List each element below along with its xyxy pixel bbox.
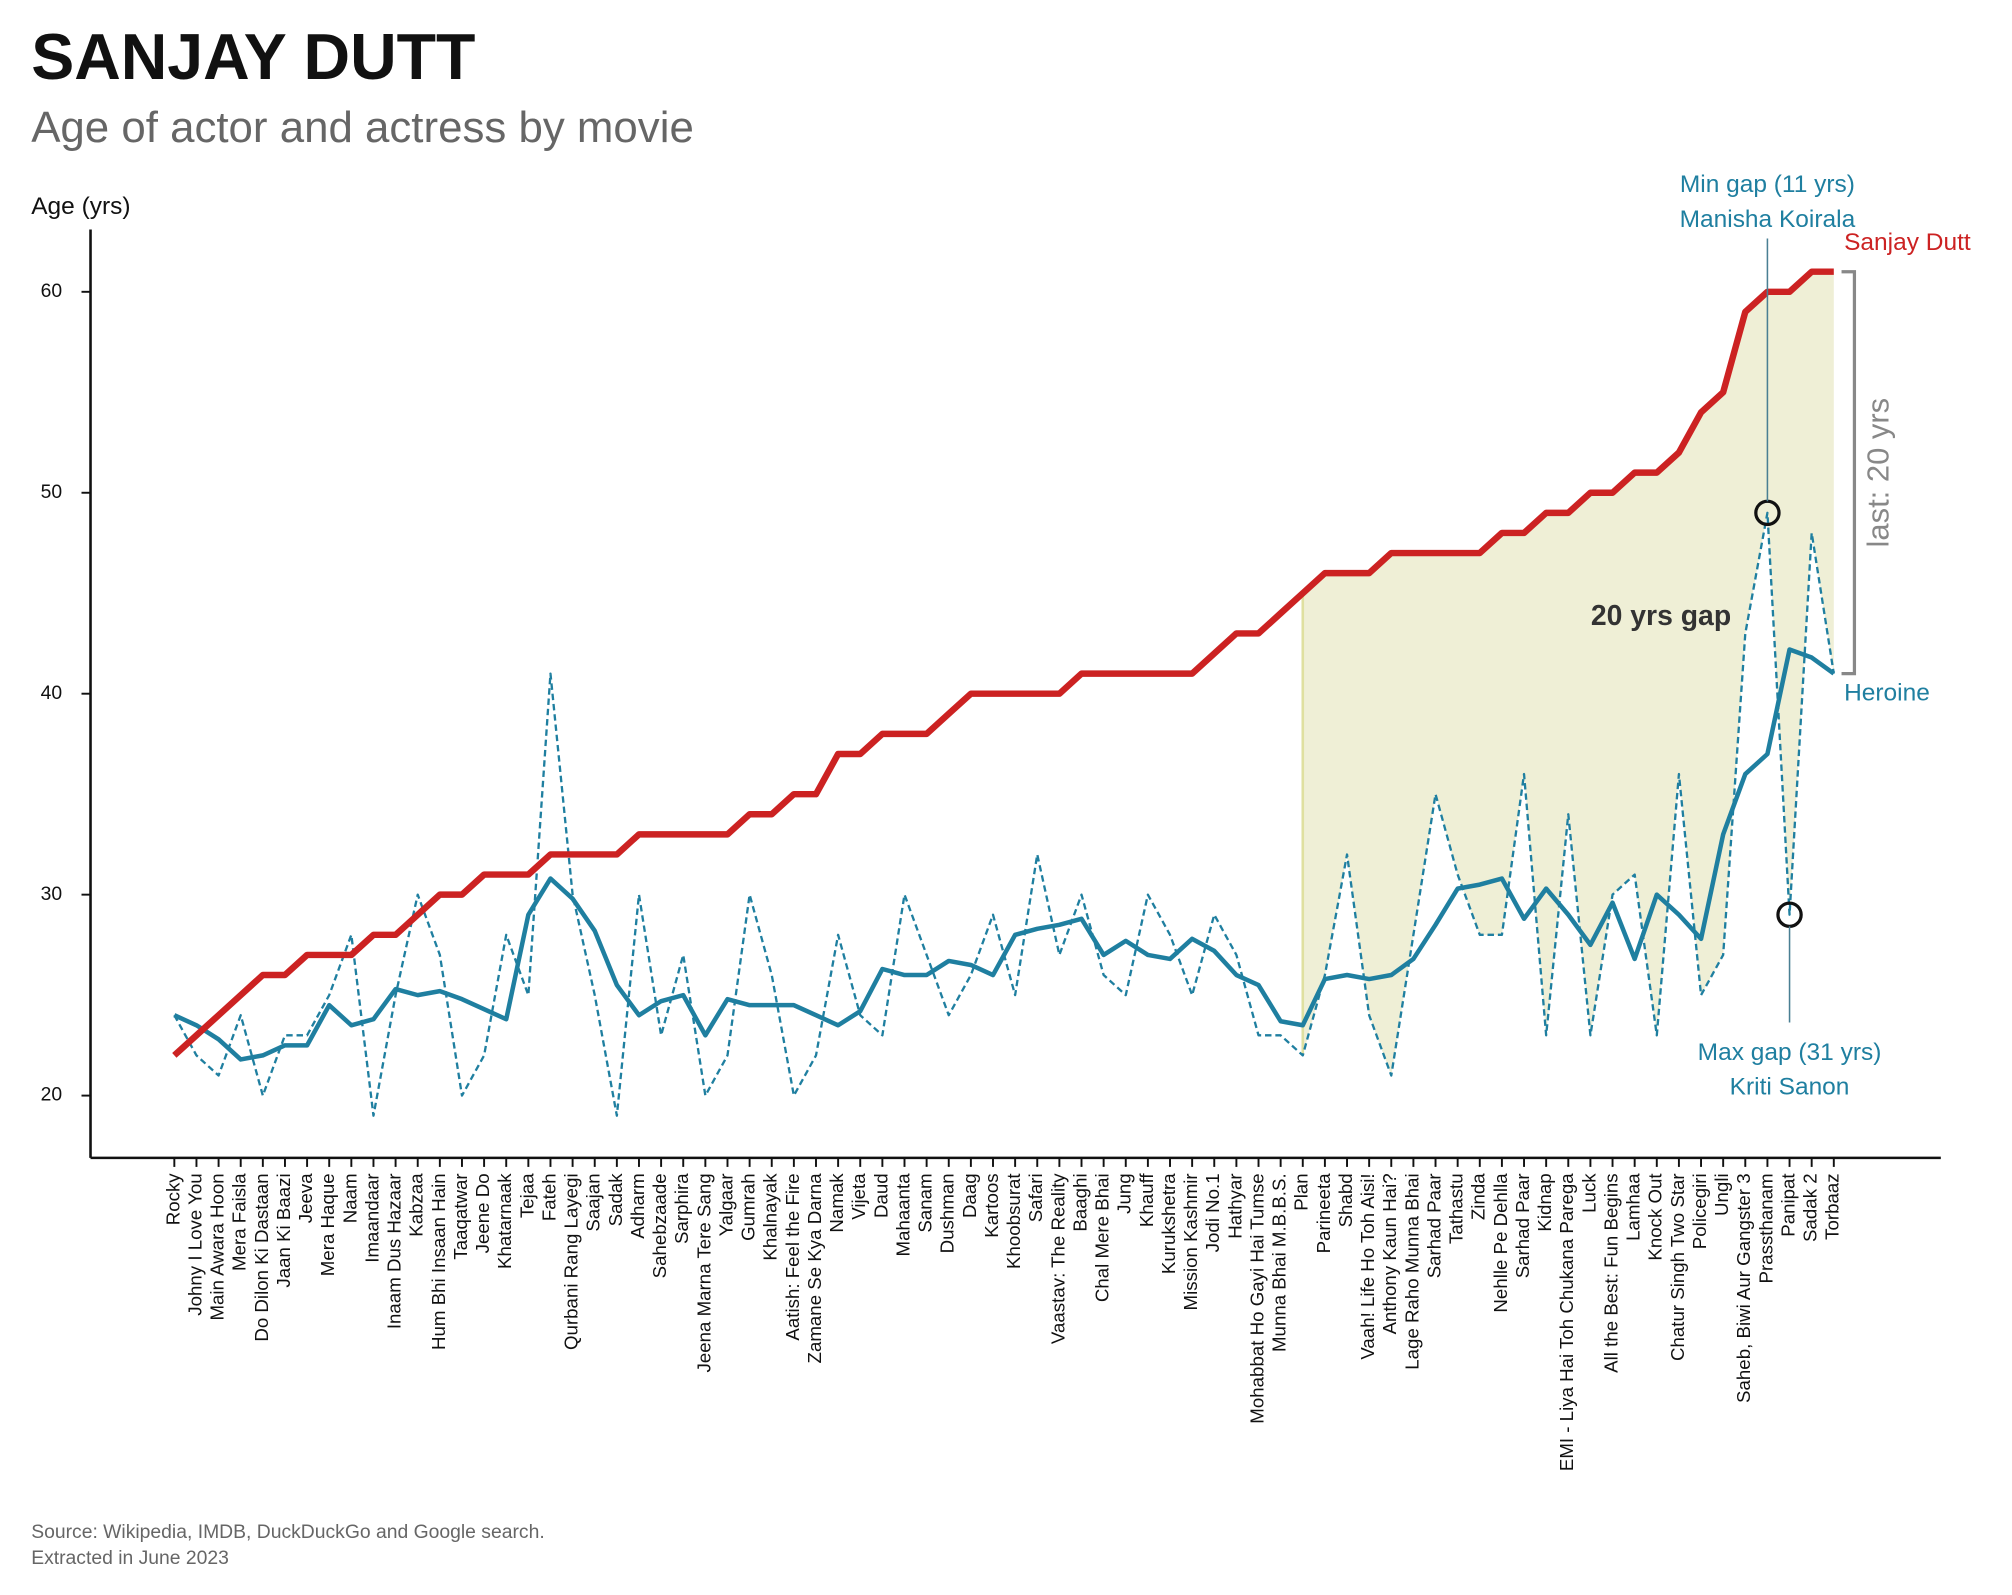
x-tick-label: Sarphira bbox=[671, 1173, 692, 1244]
x-tick-label: Adharm bbox=[627, 1173, 648, 1238]
x-tick-label: Sadak 2 bbox=[1800, 1173, 1821, 1242]
x-tick-label: Mera Haque bbox=[317, 1173, 338, 1276]
x-tick-label: Lage Raho Munna Bhai bbox=[1401, 1173, 1422, 1369]
x-tick-label: Zinda bbox=[1468, 1173, 1489, 1220]
y-tick-label: 20 bbox=[41, 1084, 63, 1106]
x-tick-label: Zamane Se Kya Darna bbox=[804, 1173, 825, 1364]
x-tick-label: Daud bbox=[870, 1173, 891, 1218]
actress-label: Heroine bbox=[1844, 680, 1930, 707]
x-tick-label: Namak bbox=[826, 1173, 847, 1233]
x-tick-label: Nehlle Pe Dehlla bbox=[1490, 1173, 1511, 1313]
x-tick-label: Ungli bbox=[1711, 1173, 1732, 1216]
x-tick-label: Mission Kashmir bbox=[1180, 1173, 1201, 1310]
x-tick-label: Luck bbox=[1578, 1173, 1599, 1213]
x-tick-label: Sanam bbox=[915, 1173, 936, 1232]
actress-rolling-line bbox=[173, 647, 1836, 1062]
source: Extracted in June 2023 bbox=[31, 1547, 229, 1569]
x-tick-label: Do Dilon Ki Dastaan bbox=[251, 1173, 272, 1341]
x-tick-label: Saheb, Biwi Aur Gangster 3 bbox=[1733, 1173, 1754, 1403]
x-tick-label: Fateh bbox=[538, 1173, 559, 1221]
x-tick-label: Hathyar bbox=[1224, 1173, 1245, 1238]
x-tick-label: Khoobsurat bbox=[1003, 1173, 1024, 1269]
x-tick-label: Shabd bbox=[1335, 1173, 1356, 1227]
chart-subtitle: Age of actor and actress by movie bbox=[31, 103, 694, 152]
x-tick-label: Vaastav: The Reality bbox=[1047, 1173, 1068, 1344]
source: Source: Wikipedia, IMDB, DuckDuckGo and … bbox=[31, 1521, 545, 1543]
x-tick-label: Safari bbox=[1025, 1173, 1046, 1222]
x-tick-label: Munna Bhai M.B.B.S. bbox=[1269, 1173, 1290, 1352]
x-tick-label: Taaqatwar bbox=[450, 1173, 471, 1259]
annotation-text: Min gap (11 yrs) bbox=[1680, 171, 1855, 198]
x-tick-label: Aatish: Feel the Fire bbox=[782, 1173, 803, 1340]
x-tick-label: Yalgaar bbox=[715, 1173, 736, 1236]
x-tick-label: Tejaa bbox=[516, 1173, 537, 1218]
x-tick-label: Gumrah bbox=[738, 1173, 759, 1241]
x-tick-label: Chatur Singh Two Star bbox=[1667, 1173, 1688, 1361]
annotation-text: Max gap (31 yrs) bbox=[1698, 1039, 1882, 1066]
x-tick-label: Qurbani Rang Layegi bbox=[561, 1173, 582, 1350]
x-tick-label: Kartoos bbox=[981, 1173, 1002, 1237]
x-tick-label: Policegiri bbox=[1689, 1173, 1710, 1249]
x-tick-label: Khalnayak bbox=[760, 1173, 781, 1261]
x-tick-label: Sadak bbox=[605, 1173, 626, 1227]
x-tick-label: Kabzaa bbox=[406, 1173, 427, 1237]
chart-title: SANJAY DUTT bbox=[31, 21, 475, 93]
x-tick-label: Tathastu bbox=[1446, 1173, 1467, 1244]
x-tick-label: Panipat bbox=[1777, 1173, 1798, 1237]
x-tick-label: Rocky bbox=[162, 1173, 183, 1226]
x-tick-label: Baaghi bbox=[1069, 1173, 1090, 1231]
last-gap-bracket bbox=[1841, 270, 1857, 676]
x-tick-label: Imaandaar bbox=[361, 1173, 382, 1262]
gap-label: 20 yrs gap bbox=[1591, 600, 1731, 632]
y-tick-label: 60 bbox=[41, 280, 63, 302]
x-tick-label: EMI - Liya Hai Toh Chukana Parega bbox=[1556, 1173, 1577, 1471]
x-tick-label: Saajan bbox=[583, 1173, 604, 1231]
x-tick-label: Mahaanta bbox=[892, 1173, 913, 1257]
x-tick-label: Dushman bbox=[937, 1173, 958, 1253]
y-tick-label: 50 bbox=[41, 481, 63, 503]
x-tick-label: Chal Mere Bhai bbox=[1092, 1173, 1113, 1302]
x-tick-label: Mohabbat Ho Gayi Hai Tumse bbox=[1246, 1173, 1267, 1423]
x-tick-label: Prassthanam bbox=[1755, 1173, 1776, 1283]
x-tick-label: Parineeta bbox=[1313, 1173, 1334, 1254]
last-gap-label: last: 20 yrs bbox=[1860, 398, 1895, 548]
y-axis-label: Age (yrs) bbox=[31, 193, 130, 220]
x-tick-label: Khatarnaak bbox=[494, 1173, 515, 1269]
x-tick-label: Hum Bhi Insaan Hain bbox=[428, 1173, 449, 1350]
x-tick-label: Kurukshetra bbox=[1158, 1173, 1179, 1274]
y-tick-label: 30 bbox=[41, 883, 63, 905]
x-tick-label: Lamhaa bbox=[1623, 1173, 1644, 1241]
x-tick-label: Anthony Kaun Hai? bbox=[1379, 1173, 1400, 1334]
x-tick-label: Plan bbox=[1291, 1173, 1312, 1210]
x-tick-label: Sahebzaade bbox=[649, 1173, 670, 1278]
x-tick-label: Sarhad Paar bbox=[1423, 1173, 1444, 1278]
x-tick-label: Knock Out bbox=[1645, 1173, 1666, 1261]
x-tick-label: Khauff bbox=[1136, 1173, 1157, 1227]
x-tick-label: Jaan Ki Baazi bbox=[273, 1173, 294, 1287]
x-tick-label: Naam bbox=[339, 1173, 360, 1223]
x-tick-label: Mera Faisla bbox=[229, 1173, 250, 1271]
x-tick-label: Sarhad Paar bbox=[1512, 1173, 1533, 1278]
x-tick-label: Jodi No.1 bbox=[1202, 1173, 1223, 1252]
x-tick-label: All the Best: Fun Begins bbox=[1600, 1173, 1621, 1372]
x-tick-label: Johny I Love You bbox=[184, 1173, 205, 1315]
annotation-text: Kriti Sanon bbox=[1730, 1074, 1850, 1101]
x-tick-label: Jung bbox=[1114, 1173, 1135, 1214]
annotation-text: Manisha Koirala bbox=[1680, 206, 1856, 233]
x-tick-label: Jeene Do bbox=[472, 1173, 493, 1253]
y-tick-label: 40 bbox=[41, 682, 63, 704]
x-tick-label: Inaam Dus Hazaar bbox=[384, 1173, 405, 1329]
x-tick-label: Vijeta bbox=[848, 1173, 869, 1220]
x-tick-label: Jeena Marna Tere Sang bbox=[693, 1173, 714, 1372]
x-tick-label: Daag bbox=[959, 1173, 980, 1218]
actor-label: Sanjay Dutt bbox=[1844, 229, 1971, 256]
actor-line bbox=[172, 268, 1834, 1058]
x-tick-label: Kidnap bbox=[1534, 1173, 1555, 1231]
x-tick-label: Vaah! Life Ho Toh Aisi! bbox=[1357, 1173, 1378, 1359]
x-tick-label: Jeeva bbox=[295, 1173, 316, 1223]
x-tick-label: Torbaaz bbox=[1822, 1173, 1843, 1239]
gap-area bbox=[1302, 271, 1834, 1076]
x-tick-label: Main Awara Hoon bbox=[207, 1173, 228, 1320]
